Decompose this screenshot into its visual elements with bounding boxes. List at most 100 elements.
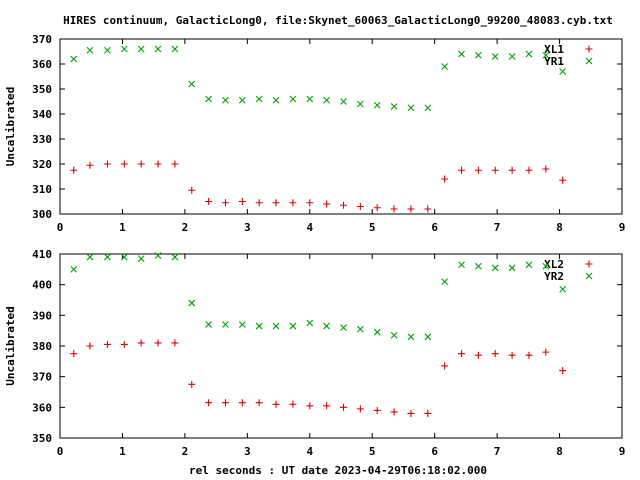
xl2-data-point xyxy=(238,399,246,407)
yr2-data-point xyxy=(356,325,364,333)
x-tick-label: 3 xyxy=(244,221,251,234)
y-tick-label: 360 xyxy=(32,58,52,71)
xl2-data-point xyxy=(205,399,213,407)
yr2-data-point xyxy=(542,262,550,270)
figure-title: HIRES continuum, GalacticLong0, file:Sky… xyxy=(63,14,613,27)
xl2-data-point xyxy=(390,408,398,416)
xl1-data-point xyxy=(272,199,280,207)
yr1-data-point xyxy=(86,46,94,54)
x-tick-label: 3 xyxy=(244,445,251,458)
xl1-data-point xyxy=(441,175,449,183)
yr2-data-point xyxy=(373,328,381,336)
xl1-data-point xyxy=(238,198,246,205)
legend-marker xyxy=(585,45,593,53)
yr1-data-point xyxy=(154,45,162,53)
yr1-data-point xyxy=(474,51,482,59)
yr1-data-point xyxy=(104,46,111,54)
legend-label: XL1 xyxy=(544,43,564,56)
y-tick-label: 410 xyxy=(32,248,52,261)
xl2-data-point xyxy=(441,362,449,370)
yr1-data-point xyxy=(340,98,347,105)
lower-panel: 0 1 2 3 4 5 6 7 8 9 350 360 370 380 390 400 410 Uncalibra… xyxy=(4,248,625,458)
xl2-data-point xyxy=(424,409,432,417)
yr1-data-point xyxy=(458,50,465,58)
xl2-data-point xyxy=(188,380,196,388)
x-tick-label: 1 xyxy=(119,445,126,458)
xl2-data-point xyxy=(525,351,533,359)
yr2-data-point xyxy=(340,324,347,331)
yr1-data-point xyxy=(171,45,179,53)
xl2-data-point xyxy=(306,402,314,410)
y-tick-label: 370 xyxy=(32,33,52,46)
x-tick-label: 4 xyxy=(306,445,313,458)
yr1-data-point xyxy=(70,55,78,63)
xl1-data-point xyxy=(373,204,381,212)
xl2-data-point xyxy=(137,339,145,347)
legend-marker xyxy=(585,57,593,65)
y-tick-label: 400 xyxy=(32,279,52,292)
xl1-data-point xyxy=(559,176,567,184)
xl1-data-point xyxy=(323,200,331,208)
yr2-data-point xyxy=(255,322,263,330)
yr1-data-point xyxy=(424,104,432,112)
y-tick-label: 380 xyxy=(32,340,52,353)
yr2-data-point xyxy=(70,265,78,273)
xl1-data-point xyxy=(103,160,111,168)
x-tick-label: 2 xyxy=(182,445,189,458)
x-axis-label: rel seconds : UT date 2023-04-29T06:18:0… xyxy=(189,464,487,477)
xl2-data-point xyxy=(154,339,162,347)
xl2-data-point xyxy=(323,402,331,410)
xl2-data-point xyxy=(289,400,297,408)
yr1-data-point xyxy=(323,96,331,104)
xl2-data-point xyxy=(356,405,364,413)
yr1-data-point xyxy=(188,80,196,88)
xl2-data-point xyxy=(70,350,78,358)
xl1-data-point xyxy=(424,205,432,213)
yr1-data-point xyxy=(120,45,128,53)
xl1-data-point xyxy=(525,166,533,174)
x-tick-label: 0 xyxy=(57,221,64,234)
xl1-data-point xyxy=(339,201,347,209)
xl1-data-point xyxy=(356,203,364,210)
plot-frame xyxy=(59,253,623,439)
yr2-data-point xyxy=(525,261,533,269)
yr1-data-point xyxy=(373,101,381,109)
xl1-data-point xyxy=(407,205,415,213)
y-tick-label: 320 xyxy=(32,158,52,171)
yr2-data-point xyxy=(154,252,162,259)
legend-marker xyxy=(585,272,593,280)
xl2-data-point xyxy=(407,409,415,417)
yr2-data-point xyxy=(306,319,314,327)
yr1-data-point xyxy=(137,45,145,53)
xl1-data-point xyxy=(458,166,466,174)
yr2-data-point xyxy=(508,264,516,272)
yr2-data-point xyxy=(390,331,398,339)
yr1-data-point xyxy=(441,63,449,70)
yr1-data-point xyxy=(525,50,533,58)
x-tick-label: 6 xyxy=(431,445,438,458)
xl1-data-point xyxy=(508,166,516,174)
yr2-data-point xyxy=(491,264,499,272)
xl1-data-point xyxy=(491,166,499,174)
x-tick-label: 7 xyxy=(494,221,501,234)
xl1-data-point xyxy=(188,186,196,194)
xl1-data-point xyxy=(255,199,263,207)
yr1-data-point xyxy=(559,68,567,75)
plot-frame xyxy=(59,38,623,215)
yr2-data-point xyxy=(171,253,179,261)
xl2-data-point xyxy=(120,340,128,348)
yr2-data-point xyxy=(238,321,246,328)
x-tick-label: 4 xyxy=(306,221,313,234)
x-tick-label: 2 xyxy=(182,221,189,234)
xl1-data-point xyxy=(86,161,94,169)
legend-label: XL2 xyxy=(544,258,564,271)
xl1-data-point xyxy=(306,199,314,207)
yr1-data-point xyxy=(390,103,398,110)
yr1-data-point xyxy=(238,96,246,104)
xl2-data-point xyxy=(103,340,111,348)
x-tick-label: 9 xyxy=(619,445,626,458)
yr2-data-point xyxy=(441,278,449,285)
y-tick-label: 370 xyxy=(32,371,52,384)
yr2-data-point xyxy=(559,285,567,293)
x-tick-label: 9 xyxy=(619,221,626,234)
